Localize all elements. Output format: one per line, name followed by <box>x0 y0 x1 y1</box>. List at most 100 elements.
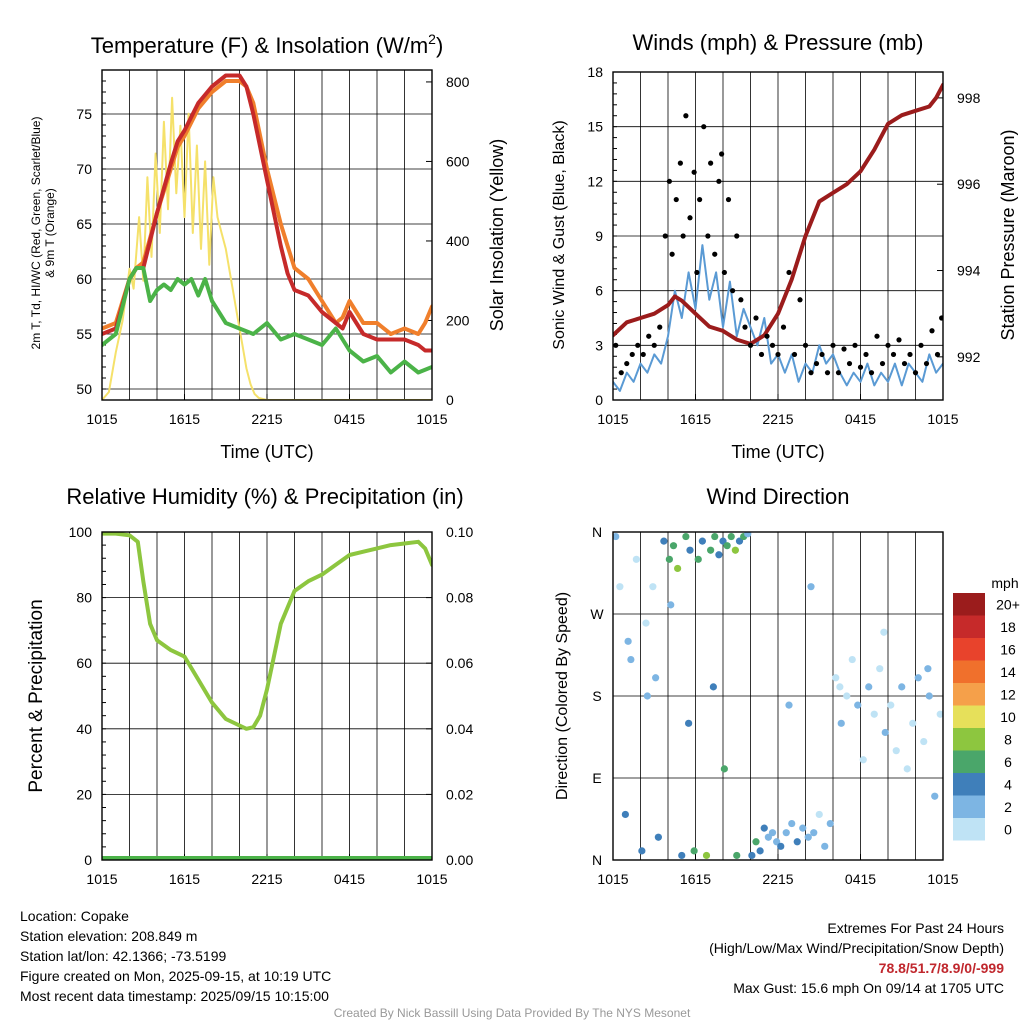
y2-tick-label-0.10: 0.10 <box>446 524 473 540</box>
series-line-0 <box>102 532 432 731</box>
gust-point <box>874 333 880 339</box>
direction-point <box>686 546 694 554</box>
direction-point <box>836 683 844 691</box>
gust-point <box>863 351 869 358</box>
direction-point <box>744 532 752 538</box>
y-tick-label-65: 65 <box>76 216 92 232</box>
legend-label-10: 10 <box>1000 709 1016 725</box>
legend-label-2: 2 <box>1004 799 1012 815</box>
direction-point <box>613 532 620 541</box>
legend-swatch-16 <box>953 638 985 661</box>
winds-xlabel: Time (UTC) <box>731 442 824 462</box>
y-tick-label-E: E <box>592 770 601 786</box>
winds-panel: Winds (mph) & Pressure (mb) Sonic Wind &… <box>551 30 1018 462</box>
gust-point <box>705 233 711 239</box>
gust-point <box>712 251 718 257</box>
extremes-title: Extremes For Past 24 Hours <box>827 920 1004 936</box>
y2-tick-label-0: 0 <box>446 392 454 408</box>
x-tick-label-0415: 0415 <box>845 411 876 427</box>
x-tick-label-1015: 1015 <box>597 871 628 887</box>
gust-point <box>819 351 825 358</box>
gust-point <box>890 351 897 358</box>
y-tick-label-9: 9 <box>595 228 603 244</box>
credit-line: Created By Nick Bassill Using Data Provi… <box>333 1006 691 1020</box>
legend-swatch-2 <box>953 795 985 818</box>
gust-point <box>646 333 652 339</box>
direction-point <box>782 829 790 837</box>
x-tick-label-1615: 1615 <box>169 411 200 427</box>
extremes-subtitle: (High/Low/Max Wind/Precipitation/Snow De… <box>709 940 1004 956</box>
legend-swatch-12 <box>953 683 985 706</box>
y2-tick-label-0.08: 0.08 <box>446 590 473 606</box>
direction-point <box>925 692 933 700</box>
y-tick-label-100: 100 <box>69 524 93 540</box>
series-line-2 <box>102 73 432 353</box>
x-tick-label-2215: 2215 <box>251 411 282 427</box>
direction-point <box>733 851 741 860</box>
legend-swatch-6 <box>953 750 985 773</box>
gust-point <box>824 370 831 376</box>
legend-label-14: 14 <box>1000 664 1016 680</box>
direction-point <box>616 583 624 591</box>
direction-point <box>788 819 796 828</box>
plot-frame <box>101 531 433 861</box>
direction-point <box>887 701 895 709</box>
y-tick-label-0: 0 <box>595 392 603 408</box>
winds-ylabel: Sonic Wind & Gust (Blue, Black) <box>551 120 568 349</box>
direction-point <box>870 710 878 718</box>
gust-point <box>923 360 930 367</box>
direction-point <box>936 710 943 718</box>
gust-point <box>780 324 787 330</box>
y-tick-label-70: 70 <box>76 161 92 177</box>
legend-label-12: 12 <box>1000 686 1016 702</box>
direction-point <box>903 765 911 773</box>
y2-tick-label-400: 400 <box>446 233 470 249</box>
direction-point <box>865 683 873 691</box>
gust-point <box>797 297 803 303</box>
y-tick-label-3: 3 <box>595 337 603 353</box>
legend-label-4: 4 <box>1004 776 1012 792</box>
direction-point <box>859 756 867 764</box>
direction-point <box>837 719 845 727</box>
direction-ylabel: Direction (Colored By Speed) <box>554 592 571 800</box>
direction-point <box>707 546 715 554</box>
y-tick-label-18: 18 <box>587 64 603 80</box>
direction-point <box>807 583 815 591</box>
plot-frame <box>612 71 944 401</box>
gust-point <box>912 370 919 376</box>
direction-point <box>652 674 660 682</box>
y-tick-label-60: 60 <box>76 655 92 671</box>
legend-label-16: 16 <box>1000 641 1016 657</box>
series-line-3 <box>102 266 432 375</box>
x-tick-label-1015: 1015 <box>416 411 447 427</box>
direction-point <box>793 838 801 846</box>
figure-created: Figure created on Mon, 2025-09-15, at 10… <box>20 968 332 984</box>
station-elevation: Station elevation: 208.849 m <box>20 928 198 944</box>
y2-tick-label-200: 200 <box>446 312 470 328</box>
direction-point <box>643 692 651 700</box>
x-tick-label-1015: 1015 <box>597 411 628 427</box>
x-tick-label-1615: 1615 <box>680 871 711 887</box>
direction-point <box>674 564 682 573</box>
direction-point <box>880 628 888 636</box>
y2-tick-label-0.06: 0.06 <box>446 655 473 671</box>
direction-point <box>920 737 928 746</box>
plot-frame <box>101 69 433 401</box>
direction-point <box>843 692 851 700</box>
direction-point <box>848 655 856 664</box>
gust-point <box>846 360 853 367</box>
gust-point <box>673 196 679 203</box>
temperature-xlabel: Time (UTC) <box>220 442 313 462</box>
x-tick-label-1015: 1015 <box>927 871 958 887</box>
gust-point <box>813 360 820 367</box>
direction-point <box>678 851 686 860</box>
legend-label-6: 6 <box>1004 754 1012 770</box>
direction-point <box>760 824 768 832</box>
recent-timestamp: Most recent data timestamp: 2025/09/15 1… <box>20 988 329 1004</box>
legend-swatch-4 <box>953 773 985 796</box>
gust-point <box>725 196 732 203</box>
direction-point <box>698 537 706 545</box>
x-tick-label-1615: 1615 <box>169 871 200 887</box>
legend-swatch-14 <box>953 660 985 683</box>
